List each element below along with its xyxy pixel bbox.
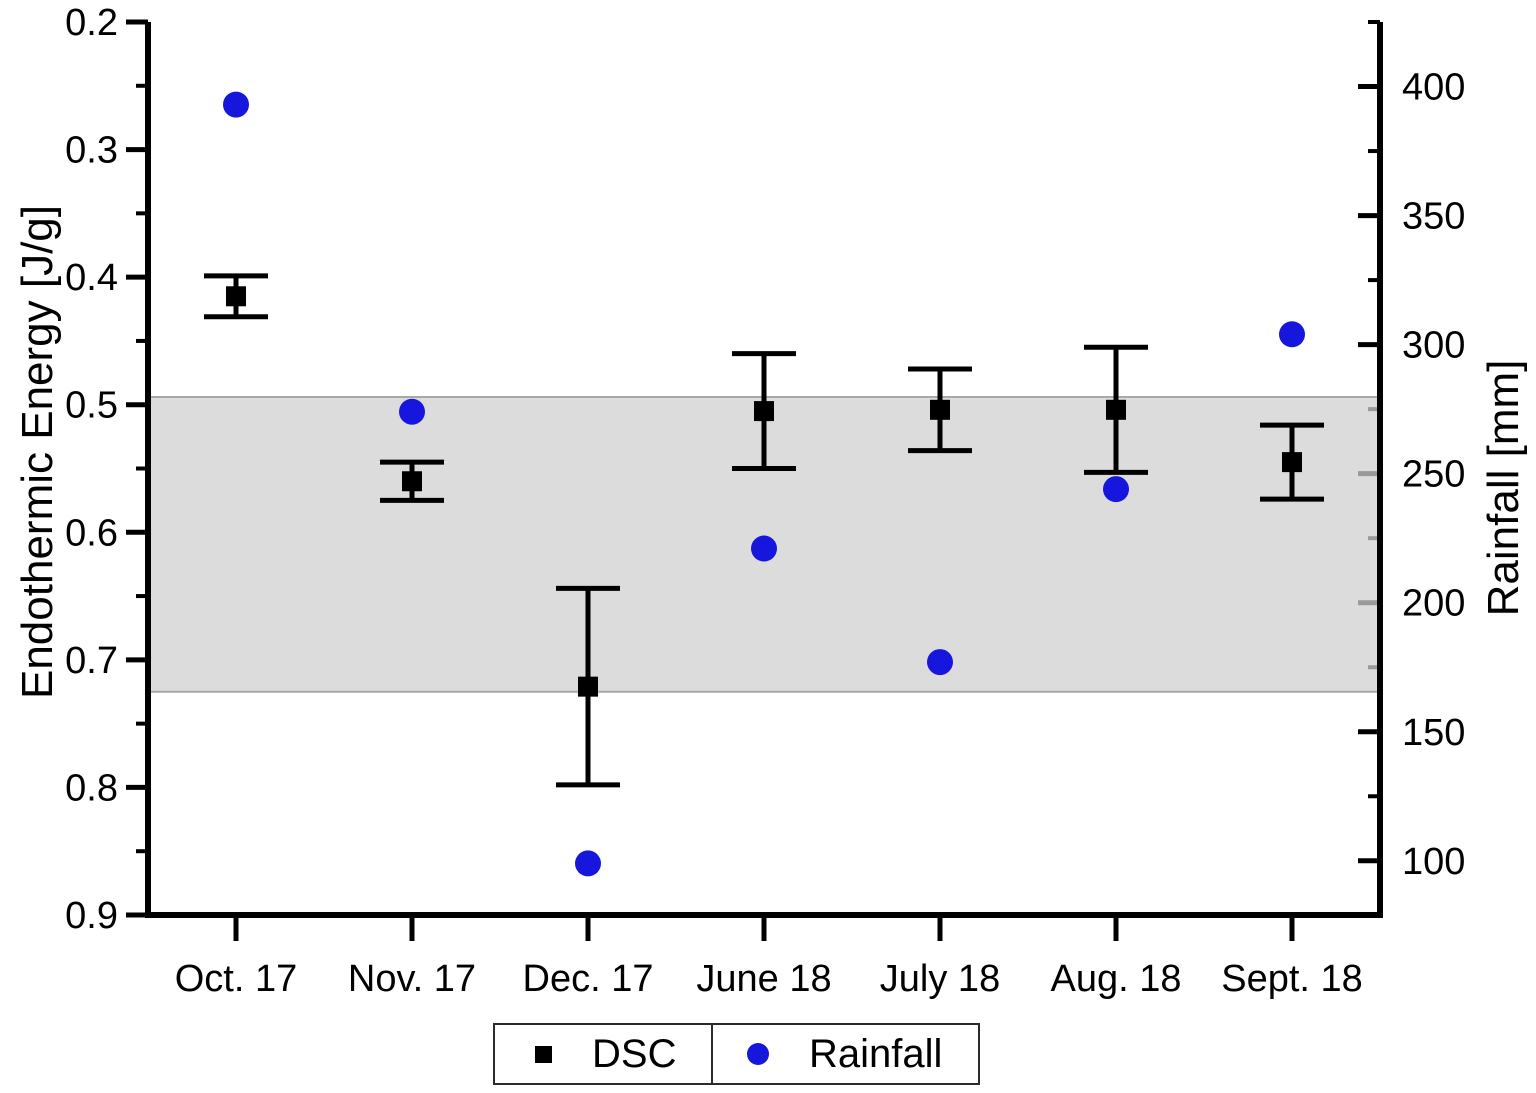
dsc-data-point: [402, 471, 422, 492]
rainfall-data-point: [927, 649, 953, 676]
rainfall-data-point: [751, 535, 777, 562]
right-axis-tick-label: 350: [1402, 196, 1465, 238]
dsc-data-point: [1106, 399, 1126, 420]
left-axis-tick-label: 0.3: [65, 130, 118, 172]
dsc-data-point: [754, 401, 774, 422]
dsc-square-marker-icon: [535, 1045, 552, 1063]
legend-item-rainfall: Rainfall: [713, 1025, 978, 1083]
x-axis-tick-label: June 18: [696, 958, 831, 1000]
right-axis-tick-label: 250: [1402, 454, 1465, 496]
x-axis-tick-label: Nov. 17: [348, 958, 476, 1000]
right-axis-tick-label: 300: [1402, 325, 1465, 367]
legend-label-rainfall: Rainfall: [809, 1031, 943, 1076]
right-axis-tick-label: 200: [1402, 583, 1465, 625]
dsc-data-point: [226, 286, 246, 307]
axis-frame: [145, 22, 1383, 918]
rainfall-data-point: [399, 398, 425, 425]
rainfall-data-point: [575, 850, 601, 877]
right-axis-tick-label: 400: [1402, 67, 1465, 109]
left-axis-tick-label: 0.2: [65, 2, 118, 44]
left-axis-tick-label: 0.6: [65, 512, 118, 554]
x-axis-tick-label: Dec. 17: [523, 958, 654, 1000]
left-axis-tick-label: 0.9: [65, 895, 118, 937]
x-axis-tick-label: July 18: [880, 958, 1000, 1000]
right-axis-tick-label: 100: [1402, 841, 1465, 883]
x-axis-tick-label: Oct. 17: [175, 958, 298, 1000]
left-axis-tick-label: 0.7: [65, 640, 118, 682]
right-axis-tick-label: 150: [1402, 712, 1465, 754]
x-axis-tick-label: Sept. 18: [1221, 958, 1363, 1000]
dsc-data-point: [578, 676, 598, 697]
rainfall-data-point: [223, 91, 249, 118]
dsc-data-point: [930, 399, 950, 420]
left-axis-title: Endothermic Energy [J/g]: [13, 204, 62, 700]
dsc-data-point: [1282, 452, 1302, 473]
rainfall-data-point: [1103, 476, 1129, 503]
rainfall-circle-marker-icon: [747, 1043, 769, 1065]
left-axis-tick-label: 0.4: [65, 257, 118, 299]
rainfall-data-point: [1279, 321, 1305, 348]
left-axis-tick-label: 0.8: [65, 767, 118, 809]
legend-label-dsc: DSC: [592, 1031, 677, 1076]
right-axis-title: Rainfall [mm]: [1479, 359, 1528, 617]
x-axis-tick-label: Aug. 18: [1051, 958, 1182, 1000]
legend: DSC Rainfall: [493, 1023, 980, 1085]
legend-item-dsc: DSC: [495, 1025, 713, 1083]
left-axis-tick-label: 0.5: [65, 385, 118, 427]
